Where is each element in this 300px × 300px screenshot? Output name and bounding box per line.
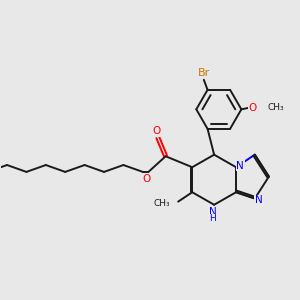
Text: N: N bbox=[209, 207, 216, 217]
Text: H: H bbox=[209, 214, 216, 223]
Text: O: O bbox=[249, 103, 257, 113]
Text: Br: Br bbox=[198, 68, 210, 78]
Text: O: O bbox=[143, 174, 151, 184]
Text: N: N bbox=[255, 195, 263, 205]
Text: N: N bbox=[236, 160, 244, 171]
Text: CH₃: CH₃ bbox=[267, 103, 284, 112]
Text: O: O bbox=[152, 126, 160, 136]
Text: CH₃: CH₃ bbox=[154, 199, 170, 208]
